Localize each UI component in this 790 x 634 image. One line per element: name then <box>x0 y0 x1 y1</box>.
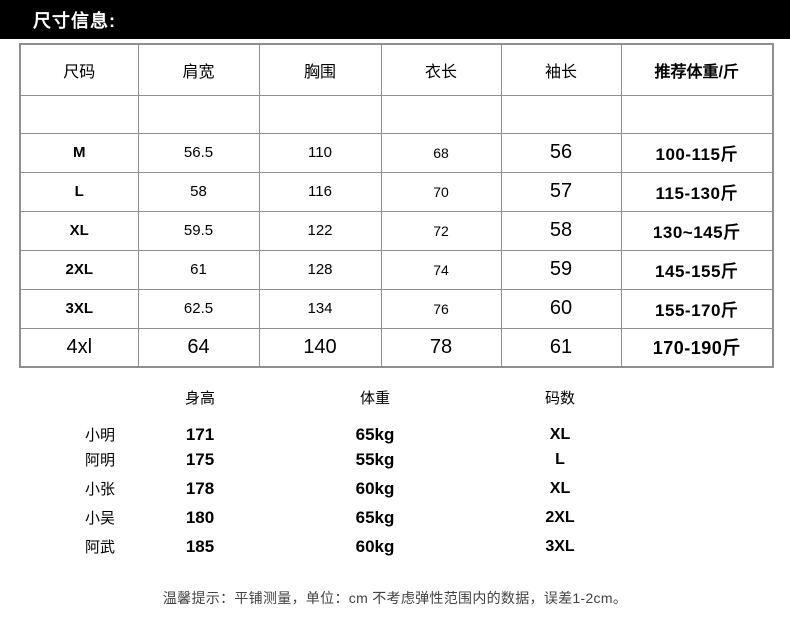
measurement-note: 温馨提示：平铺测量，单位：cm 不考虑弹性范围内的数据，误差1-2cm。 <box>162 590 628 606</box>
fit-table-cell: 小吴 <box>84 510 115 527</box>
fit-table-cell: 60kg <box>355 478 395 498</box>
size-table-cell: 70 <box>380 171 502 212</box>
fit-table-cell: 180 <box>185 507 215 527</box>
size-table-cell: 3XL <box>19 288 139 329</box>
size-table-cell: 56.5 <box>137 132 260 173</box>
fit-table-header-cell: 码数 <box>544 389 575 407</box>
page-title: 尺寸信息: <box>33 10 116 31</box>
size-table-spacer-cell <box>620 94 774 134</box>
size-table-cell: 68 <box>380 132 502 173</box>
table-row: 小张 178 60kg XL <box>45 474 615 503</box>
table-row <box>19 94 774 134</box>
table-row: 小明 171 65kg XL <box>45 412 615 445</box>
fit-table-cell: 阿武 <box>84 539 115 556</box>
size-table-cell: 130~145斤 <box>620 210 774 251</box>
fit-table-header: 身高 体重 码数 <box>45 382 615 412</box>
size-table-cell: M <box>19 132 139 173</box>
size-table-cell: 58 <box>500 210 622 251</box>
size-table-cell: 74 <box>380 249 502 290</box>
fit-table-cell: 65kg <box>355 424 395 444</box>
size-table-header-cell: 胸围 <box>258 43 382 96</box>
size-table-cell: 110 <box>258 132 382 173</box>
fit-table-cell: 小张 <box>84 481 115 498</box>
table-row: 阿明 175 55kg L <box>45 445 615 474</box>
size-table-cell: 61 <box>137 249 260 290</box>
table-row: 阿武 185 60kg 3XL <box>45 532 615 561</box>
size-table-cell: 72 <box>380 210 502 251</box>
size-table-cell: 64 <box>137 327 260 368</box>
fit-table-cell: L <box>555 450 565 468</box>
size-table-spacer-cell <box>500 94 622 134</box>
size-table-cell: XL <box>19 210 139 251</box>
fit-table-cell: 171 <box>185 424 215 444</box>
size-table-cell: 100-115斤 <box>620 132 774 173</box>
size-table-cell: 122 <box>258 210 382 251</box>
size-table-header-cell: 推荐体重/斤 <box>620 43 774 96</box>
size-table-cell: 61 <box>500 327 622 368</box>
fit-table-cell: XL <box>549 479 571 497</box>
table-row: XL 59.5 122 72 58 130~145斤 <box>19 210 774 251</box>
fit-table: 身高 体重 码数 小明 171 65kg XL 阿明 175 55kg L 小张 178 60kg XL 小… <box>45 382 615 561</box>
fit-table-cell: 3XL <box>545 537 575 555</box>
table-row: M 56.5 110 68 56 100-115斤 <box>19 132 774 173</box>
fit-table-cell: 185 <box>185 536 215 556</box>
size-table-cell: 2XL <box>19 249 139 290</box>
fit-table-body: 小明 171 65kg XL 阿明 175 55kg L 小张 178 60kg XL 小吴 180 65k… <box>45 412 615 561</box>
table-row: 4xl 64 140 78 61 170-190斤 <box>19 327 774 368</box>
size-table-cell: L <box>19 171 139 212</box>
size-table-spacer-cell <box>380 94 502 134</box>
fit-table-cell: 小明 <box>84 427 115 444</box>
size-table-cell: 58 <box>137 171 260 212</box>
size-table-cell: 116 <box>258 171 382 212</box>
size-table-cell: 76 <box>380 288 502 329</box>
table-row: 小吴 180 65kg 2XL <box>45 503 615 532</box>
size-table-cell: 170-190斤 <box>620 327 774 368</box>
fit-table-header-cell: 身高 <box>184 389 215 407</box>
size-table-header-cell: 衣长 <box>380 43 502 96</box>
fit-table-cell: 65kg <box>355 507 395 527</box>
size-table-cell: 145-155斤 <box>620 249 774 290</box>
fit-table-cell: 55kg <box>355 449 395 469</box>
size-table-cell: 56 <box>500 132 622 173</box>
size-table-cell: 115-130斤 <box>620 171 774 212</box>
fit-table-cell: 175 <box>185 449 215 469</box>
size-table-cell: 60 <box>500 288 622 329</box>
size-table-cell: 57 <box>500 171 622 212</box>
size-table-header-cell: 袖长 <box>500 43 622 96</box>
title-bar: 尺寸信息: <box>0 0 790 39</box>
size-table-cell: 59 <box>500 249 622 290</box>
table-row: 2XL 61 128 74 59 145-155斤 <box>19 249 774 290</box>
size-table-spacer-cell <box>137 94 260 134</box>
size-table-cell: 59.5 <box>137 210 260 251</box>
size-table-cell: 134 <box>258 288 382 329</box>
size-table-spacer-cell <box>258 94 382 134</box>
size-table-cell: 128 <box>258 249 382 290</box>
fit-table-cell: 178 <box>185 478 215 498</box>
size-table-cell: 78 <box>380 327 502 368</box>
table-row: L 58 116 70 57 115-130斤 <box>19 171 774 212</box>
fit-table-cell: 2XL <box>545 508 575 526</box>
size-table-header-cell: 肩宽 <box>137 43 260 96</box>
fit-table-header-cell: 体重 <box>359 389 390 407</box>
fit-table-header-cell <box>45 382 155 412</box>
size-table-cell: 140 <box>258 327 382 368</box>
fit-table-cell: 阿明 <box>84 452 115 469</box>
fit-table-cell: 60kg <box>355 536 395 556</box>
size-table-cell: 155-170斤 <box>620 288 774 329</box>
table-row: 身高 体重 码数 <box>45 382 615 412</box>
table-row: 3XL 62.5 134 76 60 155-170斤 <box>19 288 774 329</box>
size-table: 尺码 肩宽 胸围 衣长 袖长 推荐体重/斤 M 56.5 110 68 56 100-115斤 L 58… <box>19 43 774 368</box>
size-table-spacer-cell <box>19 94 139 134</box>
size-table-cell: 62.5 <box>137 288 260 329</box>
size-table-header: 尺码 肩宽 胸围 衣长 袖长 推荐体重/斤 <box>19 43 774 96</box>
size-table-body: M 56.5 110 68 56 100-115斤 L 58 116 70 57 115-130斤 XL… <box>19 94 774 368</box>
table-row: 尺码 肩宽 胸围 衣长 袖长 推荐体重/斤 <box>19 43 774 96</box>
size-table-header-cell: 尺码 <box>19 43 139 96</box>
fit-table-cell: XL <box>549 425 571 443</box>
size-table-cell: 4xl <box>19 327 139 368</box>
